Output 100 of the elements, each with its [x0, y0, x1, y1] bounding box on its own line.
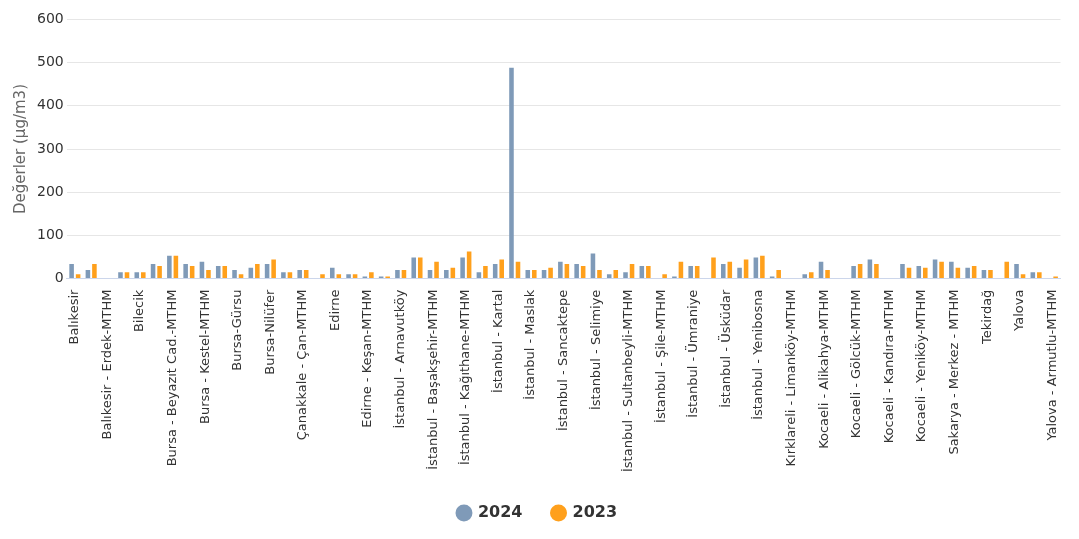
- bar: [336, 274, 342, 279]
- bar: [255, 263, 260, 279]
- x-tick-label: İstanbul - Yenibosna: [750, 289, 766, 420]
- x-tick-label: Yalova: [1011, 289, 1027, 332]
- x-tick-label: İstanbul - Sultanbeyli-MTHM: [620, 289, 636, 473]
- x-tick-label: İstanbul - Üsküdar: [716, 288, 733, 408]
- bar: [141, 272, 146, 279]
- bar: [69, 263, 74, 279]
- x-tick-label: İstanbul - Kağıthane-MTHM: [457, 289, 473, 466]
- bar: [499, 259, 504, 279]
- x-tick-label: Yalova - Armutlu-MTHM: [1043, 289, 1059, 442]
- x-tick-label: Kocaeli - Gölcük-MTHM: [848, 289, 864, 439]
- x-tick-label: İstanbul - Selimiye: [587, 289, 603, 411]
- bar: [281, 272, 286, 279]
- bar: [134, 272, 140, 279]
- x-tick-label: İstanbul - Arnavutköy: [392, 289, 408, 429]
- x-tick-label: Balıkesir: [66, 288, 82, 345]
- x-tick-label: İstanbul - Ümraniye: [684, 289, 701, 418]
- bar: [623, 272, 628, 279]
- bar: [215, 266, 221, 279]
- bar: [939, 261, 944, 279]
- x-tick-label: Bursa - Beyazıt Cad.-MTHM: [163, 289, 179, 467]
- bar: [988, 269, 993, 279]
- bar: [92, 263, 97, 279]
- bar: [808, 272, 814, 279]
- bar: [900, 263, 905, 279]
- bar: [352, 274, 358, 279]
- bar: [613, 269, 619, 279]
- bar: [222, 266, 228, 279]
- x-tick-label: Bilecik: [131, 289, 147, 333]
- x-tick-label: Bursa-Nilüfer: [261, 288, 277, 375]
- bar: [238, 274, 244, 279]
- bar: [825, 269, 830, 279]
- x-tick-label: Edirne - Keşan-MTHM: [359, 289, 375, 428]
- bar: [688, 266, 693, 279]
- x-tick-label: İstanbul - Sancaktepe: [554, 289, 570, 432]
- bar: [206, 269, 211, 279]
- x-tick-label: Kırklareli - Limanköy-MTHM: [783, 289, 799, 467]
- bar: [916, 266, 922, 279]
- y-tick-label: 100: [36, 226, 64, 243]
- bar: [597, 269, 602, 279]
- x-tick-label: Edirne: [326, 289, 342, 332]
- bar: [802, 274, 808, 279]
- bar: [369, 272, 374, 279]
- y-tick-label: 500: [36, 53, 64, 70]
- bar: [711, 257, 716, 279]
- bar: [483, 266, 488, 279]
- bar: [1004, 261, 1010, 279]
- y-axis-title: Değerler (µg/m3): [10, 84, 29, 215]
- bar: [118, 272, 123, 279]
- x-tick-label: Çanakkale - Çan-MTHM: [294, 289, 310, 441]
- bar: [965, 267, 970, 279]
- bar: [721, 263, 726, 279]
- x-tick-label: Kocaeli - Kandıra-MTHM: [880, 289, 896, 444]
- bar: [1020, 274, 1026, 279]
- bar: [157, 266, 162, 279]
- bar: [646, 266, 651, 279]
- x-tick-label: İstanbul - Şile-MTHM: [652, 289, 668, 423]
- bar: [574, 263, 579, 279]
- bar: [167, 255, 172, 279]
- y-tick-label: 200: [36, 182, 64, 199]
- x-tick-label: Sakarya - Merkez - MTHM: [945, 289, 961, 455]
- bar: [417, 257, 423, 279]
- bar: [525, 269, 531, 279]
- bar: [271, 259, 276, 279]
- x-tick-label: İstanbul - Başakşehir-MTHM: [424, 289, 440, 470]
- bar: [395, 269, 400, 279]
- bar: [558, 261, 563, 279]
- bar: [737, 267, 742, 279]
- bar: [1037, 272, 1042, 279]
- bar: [320, 274, 325, 279]
- x-tick-label: Balıkesir - Erdek-MTHM: [98, 289, 114, 440]
- bar: [548, 267, 553, 279]
- x-tick-label: Bursa - Kestel-MTHM: [196, 289, 212, 425]
- bar: [949, 261, 954, 279]
- y-tick-label: 400: [36, 96, 64, 113]
- bar: [532, 269, 537, 279]
- bar: [434, 261, 439, 279]
- x-tick-label: Kocaeli - Yeniköy-MTHM: [913, 289, 929, 443]
- bar: [606, 274, 612, 279]
- bar: [183, 263, 188, 279]
- legend-label: 2024: [477, 502, 523, 522]
- x-tick-label: İstanbul - Kartal: [489, 289, 505, 393]
- bar: [776, 269, 781, 279]
- y-tick-label: 300: [36, 139, 64, 156]
- x-tick-label: Kocaeli - Alikahya-MTHM: [815, 289, 831, 449]
- x-tick-label: İstanbul - Maslak: [522, 289, 538, 400]
- bar: [851, 266, 856, 279]
- bar: [923, 267, 928, 279]
- y-tick-label: 600: [36, 10, 64, 27]
- x-tick-label: Tekirdağ: [978, 289, 994, 346]
- y-tick-label: 0: [54, 269, 64, 286]
- bar: [760, 255, 765, 279]
- bar: [346, 274, 351, 279]
- bar: [874, 263, 879, 279]
- bar: [1014, 263, 1019, 279]
- bar: [460, 257, 465, 279]
- bar: [509, 67, 514, 279]
- bar: [232, 269, 237, 279]
- bar: [297, 269, 302, 279]
